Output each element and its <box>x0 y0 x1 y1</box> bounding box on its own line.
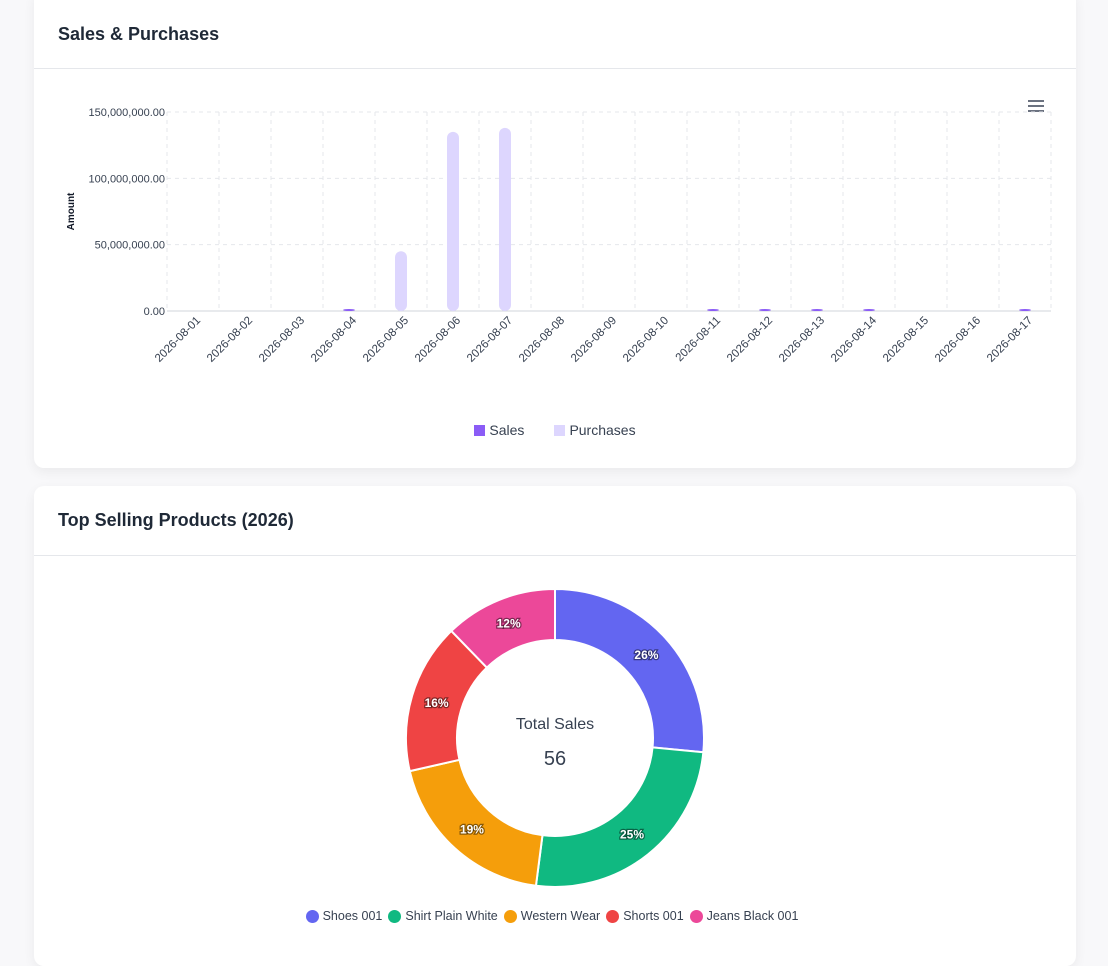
x-tick-label: 2026-08-10 <box>621 315 671 365</box>
x-tick-label: 2026-08-14 <box>829 314 880 365</box>
slice-label: 26% <box>634 648 658 662</box>
donut-center-label: Total Sales <box>516 716 594 733</box>
slice-label: 25% <box>620 828 644 842</box>
bar-sales <box>1019 309 1031 311</box>
chart-menu-icon[interactable] <box>1028 100 1044 112</box>
legend-dot <box>606 909 620 923</box>
x-tick-label: 2026-08-09 <box>569 315 619 365</box>
x-tick-label: 2026-08-12 <box>725 315 775 365</box>
bar-chart-legend: Sales Purchases <box>34 422 1076 438</box>
x-tick-label: 2026-08-16 <box>933 315 983 365</box>
card-divider <box>34 555 1076 556</box>
bar-sales <box>759 309 771 311</box>
legend-dot <box>689 909 703 923</box>
bar-purchases <box>447 131 459 311</box>
y-tick-label: 100,000,000.00 <box>89 173 165 185</box>
legend-dot <box>388 909 402 923</box>
slice-label: 16% <box>425 696 449 710</box>
legend-item[interactable]: Shoes 001 <box>305 909 383 923</box>
bar-purchases <box>395 251 407 311</box>
x-tick-label: 2026-08-05 <box>361 315 411 365</box>
donut-slice[interactable] <box>554 587 705 754</box>
x-tick-label: 2026-08-13 <box>777 315 827 365</box>
legend-dot <box>305 909 319 923</box>
legend-label: Purchases <box>569 422 636 438</box>
legend-dot <box>503 909 517 923</box>
donut-center-value: 56 <box>544 748 566 770</box>
legend-label: Western Wear <box>520 909 601 923</box>
donut-legend: Shoes 001 Shirt Plain White Western Wear Sh… <box>34 909 1076 923</box>
legend-label: Shirt Plain White <box>405 909 498 923</box>
donut-slice[interactable] <box>449 587 556 670</box>
sales-purchases-card: Sales & Purchases 0.00 50,000,000.00 100,0… <box>34 0 1076 468</box>
top-selling-donut-chart: 26% 25% 19% 16% 12% Total Sales 56 <box>405 587 705 888</box>
x-tick-label: 2026-08-06 <box>413 315 463 365</box>
bar-sales <box>863 309 875 311</box>
y-tick-label: 150,000,000.00 <box>89 107 165 119</box>
sales-purchases-chart: 0.00 50,000,000.00 100,000,000.00 150,000,0… <box>66 107 1052 365</box>
x-tick-label: 2026-08-11 <box>674 315 723 364</box>
x-tick-label: 2026-08-04 <box>309 314 360 365</box>
legend-item-purchases[interactable]: Purchases <box>554 422 636 438</box>
legend-label: Shorts 001 <box>623 909 684 923</box>
slice-label: 12% <box>497 617 521 631</box>
x-tick-label: 2026-08-17 <box>985 315 1035 365</box>
x-tick-label: 2026-08-02 <box>205 315 255 365</box>
legend-label: Sales <box>489 422 525 438</box>
bar-sales <box>811 309 823 311</box>
y-tick-label: 0.00 <box>144 306 165 318</box>
bar-purchases <box>499 127 511 311</box>
y-tick-label: 50,000,000.00 <box>95 240 165 252</box>
legend-item[interactable]: Shorts 001 <box>606 909 684 923</box>
legend-swatch <box>474 424 486 436</box>
top-selling-card: Top Selling Products (2026) 26% 25% 19% 16%… <box>34 486 1076 966</box>
legend-swatch <box>554 424 566 436</box>
legend-item[interactable]: Shirt Plain White <box>388 909 498 923</box>
legend-label: Shoes 001 <box>322 909 383 923</box>
legend-item[interactable]: Western Wear <box>503 909 601 923</box>
x-tick-label: 2026-08-08 <box>517 315 567 365</box>
legend-item-sales[interactable]: Sales <box>474 422 524 438</box>
legend-label: Jeans Black 001 <box>706 909 799 923</box>
bar-sales <box>343 309 355 311</box>
card-title: Top Selling Products (2026) <box>58 510 294 530</box>
x-tick-label: 2026-08-15 <box>881 315 931 365</box>
legend-item[interactable]: Jeans Black 001 <box>689 909 799 923</box>
x-tick-label: 2026-08-03 <box>257 315 307 365</box>
y-axis-title: Amount <box>66 192 77 230</box>
card-divider <box>34 68 1076 69</box>
x-tick-label: 2026-08-01 <box>153 315 203 365</box>
card-title: Sales & Purchases <box>58 24 220 44</box>
x-tick-label: 2026-08-07 <box>465 315 515 365</box>
slice-label: 19% <box>460 822 484 836</box>
bar-sales <box>707 309 719 311</box>
